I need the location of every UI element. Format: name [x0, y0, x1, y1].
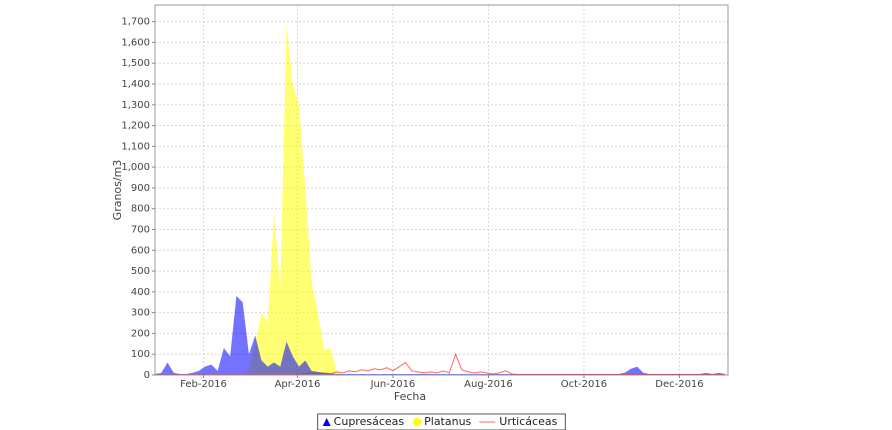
- y-tick-label: 800: [131, 204, 150, 215]
- series-area: [155, 25, 725, 375]
- plot-border: [154, 4, 729, 376]
- y-tick-label: 300: [131, 308, 150, 319]
- y-tick-label: 200: [131, 328, 150, 339]
- plot-area: [155, 5, 728, 375]
- y-tick-label: 500: [131, 266, 150, 277]
- y-tick-label: 1,200: [121, 121, 150, 132]
- series-area: [155, 296, 725, 375]
- y-tick-label: 600: [131, 245, 150, 256]
- x-axis-title: Fecha: [394, 390, 426, 403]
- legend-swatch: [413, 418, 422, 426]
- y-tick-label: 900: [131, 183, 150, 194]
- x-tick-label: Apr-2016: [275, 379, 321, 390]
- legend-label: Platanus: [424, 415, 471, 428]
- legend-label: Cupresáceas: [334, 415, 405, 428]
- x-tick-label: Dec-2016: [655, 379, 703, 390]
- y-tick-label: 100: [131, 349, 150, 360]
- legend-swatch: [322, 418, 331, 426]
- x-tick-label: Jun-2016: [370, 379, 416, 390]
- y-tick-label: 1,500: [121, 58, 150, 69]
- legend-label: Urticáceas: [499, 415, 557, 428]
- legend: Cupresáceas Platanus Urticáceas: [317, 413, 566, 430]
- x-tick-label: Feb-2016: [180, 379, 227, 390]
- y-tick-label: 400: [131, 287, 150, 298]
- legend-item: Urticáceas: [479, 415, 558, 428]
- x-tick-label: Aug-2016: [464, 379, 513, 390]
- y-tick-label: 700: [131, 224, 150, 235]
- y-axis-title: Granos/m3: [111, 160, 124, 221]
- y-tick-label: 1,600: [121, 37, 150, 48]
- legend-item: Platanus: [413, 415, 472, 428]
- y-tick-label: 0: [144, 370, 150, 381]
- legend-box: [317, 413, 566, 430]
- y-tick-label: 1,400: [121, 79, 150, 90]
- y-tick-label: 1,300: [121, 100, 150, 111]
- x-tick-label: Oct-2016: [561, 379, 607, 390]
- legend-item: Cupresáceas: [322, 415, 405, 428]
- y-tick-label: 1,100: [121, 141, 150, 152]
- y-tick-label: 1,700: [121, 17, 150, 28]
- y-tick-label: 1,000: [121, 162, 150, 173]
